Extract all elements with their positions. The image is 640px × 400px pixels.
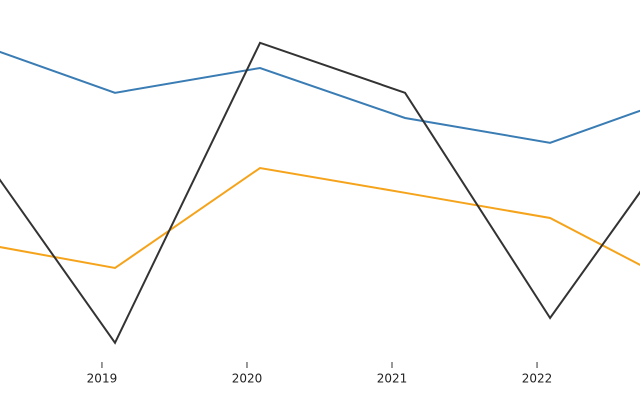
x-tick-label: 2021 xyxy=(377,372,408,386)
x-tick-label: 2022 xyxy=(522,372,553,386)
x-tick-label: 2019 xyxy=(87,372,118,386)
line-series xyxy=(0,50,640,144)
line-series xyxy=(0,41,640,345)
line-series xyxy=(0,166,640,270)
x-tick-label: 2020 xyxy=(232,372,263,386)
